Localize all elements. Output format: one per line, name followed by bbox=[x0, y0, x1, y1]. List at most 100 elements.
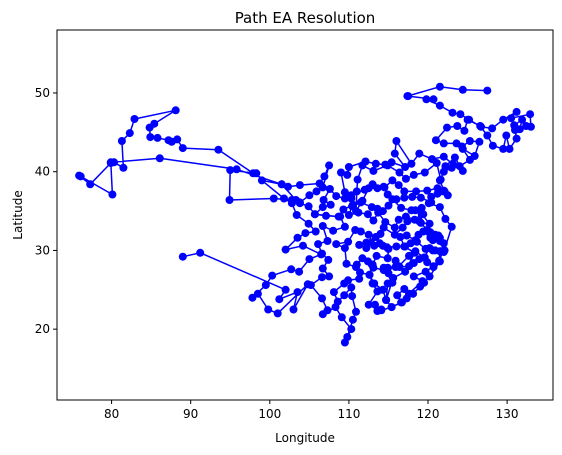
data-point bbox=[280, 194, 288, 203]
data-point bbox=[435, 176, 444, 185]
data-point bbox=[439, 167, 448, 176]
data-point bbox=[379, 223, 388, 232]
data-point bbox=[450, 153, 459, 162]
data-point bbox=[365, 270, 374, 279]
data-point bbox=[295, 181, 304, 190]
data-point bbox=[86, 180, 95, 189]
data-point bbox=[318, 294, 326, 303]
data-point bbox=[214, 145, 223, 154]
data-point bbox=[409, 289, 417, 298]
data-point bbox=[391, 256, 400, 265]
data-point bbox=[403, 92, 412, 101]
data-point bbox=[435, 82, 444, 91]
data-point bbox=[257, 176, 266, 185]
data-point bbox=[453, 122, 462, 130]
data-point bbox=[281, 245, 290, 254]
data-point bbox=[352, 207, 360, 216]
data-point bbox=[439, 152, 448, 161]
data-point bbox=[390, 223, 399, 232]
data-point bbox=[388, 195, 397, 204]
data-point bbox=[382, 296, 391, 304]
data-point bbox=[340, 291, 349, 300]
data-point bbox=[401, 163, 410, 171]
data-point bbox=[178, 144, 187, 153]
data-point bbox=[439, 248, 448, 256]
data-point bbox=[289, 305, 298, 314]
data-point bbox=[264, 305, 273, 314]
data-point bbox=[499, 144, 508, 153]
data-point bbox=[378, 285, 387, 294]
data-point bbox=[343, 170, 352, 179]
data-point bbox=[389, 274, 398, 282]
data-point bbox=[388, 176, 397, 185]
data-point bbox=[371, 300, 379, 309]
data-point bbox=[393, 291, 402, 300]
data-point bbox=[344, 237, 353, 246]
data-point bbox=[390, 230, 399, 239]
data-point bbox=[515, 125, 524, 134]
data-point bbox=[378, 207, 387, 216]
data-point bbox=[433, 184, 442, 193]
data-point bbox=[465, 115, 474, 124]
data-point bbox=[470, 152, 479, 160]
data-point bbox=[381, 160, 390, 169]
data-point bbox=[402, 231, 411, 240]
data-point bbox=[407, 159, 416, 168]
data-point bbox=[425, 272, 434, 281]
data-point bbox=[76, 172, 85, 181]
data-point bbox=[429, 95, 438, 104]
data-point bbox=[387, 303, 396, 312]
data-point bbox=[435, 257, 444, 266]
data-point bbox=[358, 196, 367, 205]
data-point bbox=[293, 288, 302, 297]
data-point bbox=[397, 203, 406, 212]
data-point bbox=[428, 155, 436, 164]
y-axis: 20 30 40 50 bbox=[35, 86, 57, 336]
data-point bbox=[429, 263, 438, 271]
data-point bbox=[412, 187, 421, 196]
data-point bbox=[301, 229, 310, 238]
data-point bbox=[422, 95, 431, 104]
data-point bbox=[400, 193, 409, 202]
data-point bbox=[196, 248, 205, 257]
data-point bbox=[314, 240, 323, 249]
data-point bbox=[424, 199, 433, 208]
data-point bbox=[318, 183, 327, 192]
data-point bbox=[164, 136, 173, 145]
data-point bbox=[337, 313, 346, 322]
data-point bbox=[439, 186, 448, 195]
data-point bbox=[415, 149, 424, 158]
data-point bbox=[358, 254, 367, 263]
data-point bbox=[322, 211, 330, 220]
data-point bbox=[435, 203, 444, 212]
x-axis: 80 90 100 110 120 130 bbox=[104, 400, 519, 421]
data-point bbox=[370, 279, 379, 288]
data-point bbox=[340, 188, 349, 197]
data-point bbox=[507, 114, 516, 123]
data-point bbox=[171, 106, 180, 115]
data-point bbox=[443, 123, 451, 132]
data-point bbox=[526, 122, 535, 131]
data-point bbox=[323, 237, 332, 245]
data-point bbox=[400, 187, 409, 196]
data-point bbox=[371, 159, 380, 168]
data-point bbox=[402, 294, 411, 303]
data-point bbox=[392, 242, 401, 251]
data-point bbox=[387, 158, 396, 167]
data-point bbox=[318, 264, 327, 273]
x-tick-label: 110 bbox=[337, 407, 360, 421]
data-point bbox=[406, 239, 415, 248]
data-point bbox=[312, 187, 321, 196]
data-point bbox=[364, 230, 373, 239]
data-point bbox=[249, 169, 258, 178]
data-point bbox=[420, 278, 429, 287]
plot-frame bbox=[56, 29, 554, 401]
data-point bbox=[526, 110, 535, 119]
data-point bbox=[384, 201, 393, 210]
data-point bbox=[306, 281, 315, 290]
x-tick-label: 100 bbox=[258, 407, 281, 421]
data-point bbox=[420, 168, 429, 177]
data-point bbox=[405, 262, 413, 271]
data-point bbox=[226, 166, 235, 175]
